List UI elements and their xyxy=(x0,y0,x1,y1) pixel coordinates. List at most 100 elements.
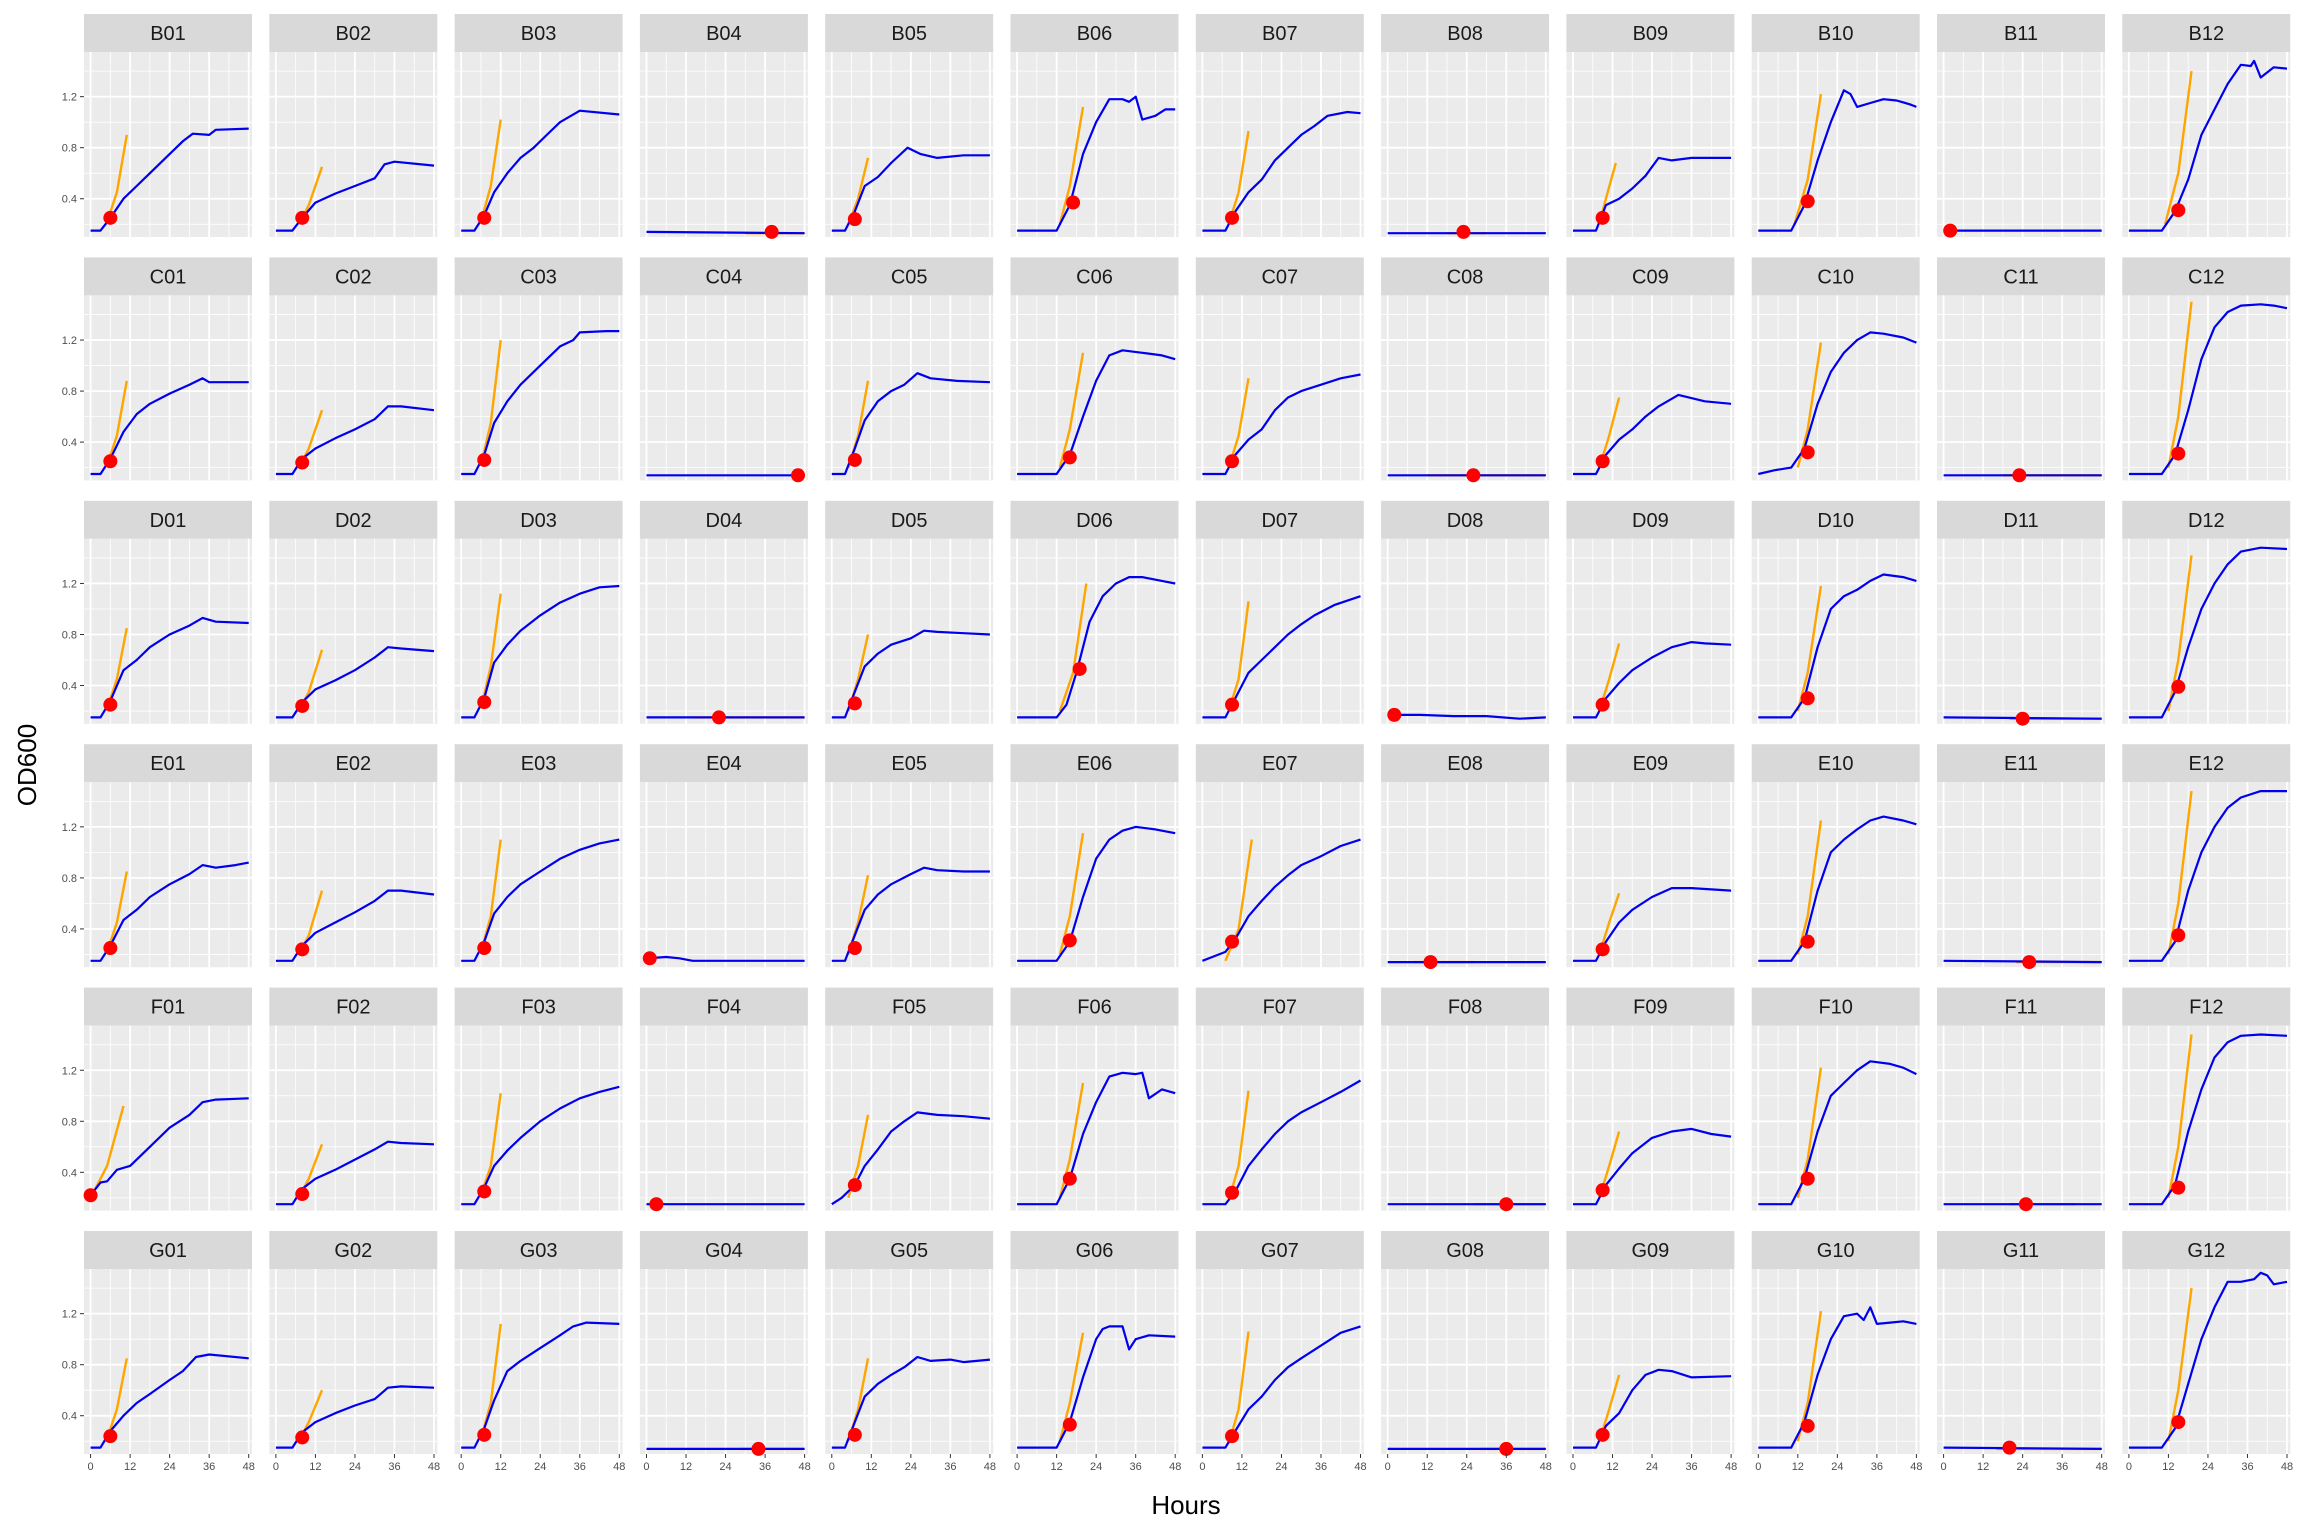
x-tick-label: 48 xyxy=(1540,1461,1552,1473)
facet-panel-B06: B06 xyxy=(1010,14,1179,237)
facet-panel-B01: B01 0.4 0.8 1.2 xyxy=(62,14,252,237)
x-tick-label: 12 xyxy=(124,1461,136,1473)
facet-strip xyxy=(2122,14,2291,52)
max-rate-point-D04 xyxy=(711,710,726,725)
facet-strip xyxy=(639,987,808,1026)
facet-panel-E06: E06 xyxy=(1010,744,1179,968)
gridlines xyxy=(825,295,994,481)
facet-strip xyxy=(1010,744,1179,783)
panel-background xyxy=(1381,538,1550,724)
gridlines xyxy=(1566,1269,1735,1454)
growth-curve-G12 xyxy=(2128,1271,2288,1449)
y-tick-label: 1.2 xyxy=(62,92,77,104)
panel-background xyxy=(825,295,994,481)
max-rate-point-B06 xyxy=(1066,195,1081,210)
facet-panel-G01: G01 0.4 0.8 1.2 0 12 24 36 48 xyxy=(62,1231,255,1473)
growth-curve-F12 xyxy=(2128,1033,2288,1206)
fit-line-E07 xyxy=(1224,839,1253,962)
panel-background xyxy=(2122,782,2291,968)
panel-background xyxy=(1381,295,1550,481)
fit-line-C06 xyxy=(1058,352,1085,468)
growth-curve-B04 xyxy=(646,230,805,235)
facet-panel-B04: B04 xyxy=(639,14,808,239)
facet-panel-F05: F05 xyxy=(825,987,994,1211)
max-rate-point-D03 xyxy=(477,695,492,710)
gridlines xyxy=(84,538,252,724)
growth-curve-D06 xyxy=(1017,575,1176,719)
max-rate-point-B02 xyxy=(295,210,310,225)
facet-strip xyxy=(1566,14,1735,52)
max-rate-point-F01 xyxy=(83,1188,98,1203)
fit-line-D06 xyxy=(1058,583,1088,712)
max-rate-point-D12 xyxy=(2171,679,2186,694)
facet-panel-C10: C10 xyxy=(1751,257,1920,481)
facet-panel-G05: G05 0 12 24 36 48 xyxy=(825,1231,996,1473)
facet-panel-C04: C04 xyxy=(639,257,808,483)
max-rate-point-B01 xyxy=(103,210,118,225)
gridlines xyxy=(1937,1269,2105,1454)
gridlines xyxy=(1381,295,1550,481)
panel-background xyxy=(1010,1025,1179,1211)
panel-background xyxy=(84,1269,252,1454)
facet-strip-label: D05 xyxy=(891,510,928,532)
max-rate-point-B04 xyxy=(764,224,779,239)
facet-strip xyxy=(1195,987,1364,1026)
x-tick-label: 48 xyxy=(1354,1461,1366,1473)
panel-background xyxy=(1566,295,1735,481)
panel-background xyxy=(1566,1269,1735,1454)
facet-strip xyxy=(825,257,994,296)
facet-panel-B03: B03 xyxy=(454,14,623,237)
x-tick-label: 0 xyxy=(458,1461,464,1473)
panel-background xyxy=(639,52,808,237)
facet-strip-label: F06 xyxy=(1077,997,1111,1019)
facet-strip xyxy=(1566,744,1735,783)
facet-strip xyxy=(269,1231,438,1269)
facet-panel-E12: E12 xyxy=(2122,744,2291,968)
facet-panel-G03: G03 0 12 24 36 48 xyxy=(454,1231,625,1473)
panel-background xyxy=(1937,1025,2105,1211)
x-tick-label: 0 xyxy=(1570,1461,1576,1473)
x-tick-label: 48 xyxy=(1169,1461,1181,1473)
gridlines xyxy=(84,782,252,968)
facet-panel-C03: C03 xyxy=(454,257,623,481)
x-tick-label: 12 xyxy=(1606,1461,1618,1473)
growth-curve-G11 xyxy=(1943,1446,2102,1450)
growth-curve-E12 xyxy=(2128,789,2287,962)
gridlines xyxy=(269,52,438,237)
facet-strip-label: E09 xyxy=(1633,753,1669,775)
x-tick-label: 24 xyxy=(349,1461,361,1473)
facet-strip xyxy=(454,987,623,1026)
max-rate-point-C05 xyxy=(847,452,862,467)
facet-strip xyxy=(269,744,438,783)
facet-strip-label: G07 xyxy=(1261,1240,1299,1262)
max-rate-point-B09 xyxy=(1595,210,1610,225)
gridlines xyxy=(2122,1269,2291,1454)
facet-strip-label: F01 xyxy=(151,997,185,1019)
facet-strip xyxy=(1010,500,1179,539)
max-rate-point-B08 xyxy=(1456,224,1471,239)
facet-strip xyxy=(1751,257,1920,296)
facet-panel-D09: D09 xyxy=(1566,500,1735,724)
facet-strip-label: F03 xyxy=(521,997,555,1019)
facet-panel-F03: F03 xyxy=(454,987,623,1211)
facet-panel-C08: C08 xyxy=(1381,257,1550,483)
facet-strip-label: B07 xyxy=(1262,23,1298,45)
facet-strip-label: C07 xyxy=(1261,266,1298,288)
max-rate-point-E10 xyxy=(1800,934,1815,949)
facet-strip xyxy=(1566,987,1735,1026)
facet-panel-C12: C12 xyxy=(2122,257,2291,481)
facet-strip-label: G05 xyxy=(890,1240,928,1262)
gridlines xyxy=(1195,52,1364,237)
panel-background xyxy=(1195,295,1364,481)
facet-strip-label: B10 xyxy=(1818,23,1854,45)
facet-panel-G07: G07 0 12 24 36 48 xyxy=(1195,1231,1367,1473)
facet-strip xyxy=(1566,500,1735,539)
facet-strip-label: C02 xyxy=(335,266,372,288)
facet-strip xyxy=(1195,500,1364,539)
max-rate-point-C04 xyxy=(791,468,806,483)
panel-background xyxy=(454,295,623,481)
facet-panel-B09: B09 xyxy=(1566,14,1735,237)
facet-strip xyxy=(1937,14,2105,52)
facet-strip-label: B11 xyxy=(2004,23,2038,45)
